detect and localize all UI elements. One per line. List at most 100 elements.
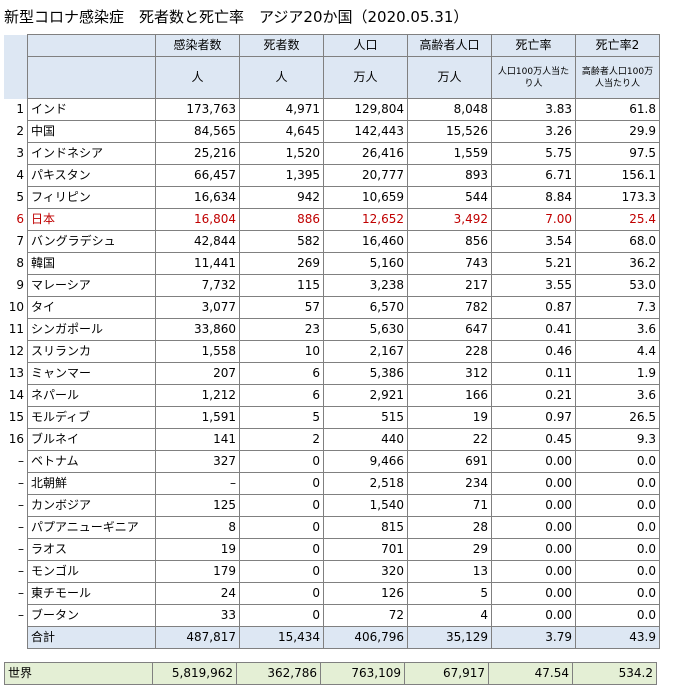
unit-population: 万人 [323, 56, 408, 99]
population-cell: 815 [323, 516, 408, 539]
death-rate2-cell: 7.3 [575, 296, 660, 319]
death-rate-cell: 0.45 [491, 428, 576, 451]
total-population: 406,796 [323, 626, 408, 649]
deaths-cell: 5 [239, 406, 324, 429]
total-no-cell [4, 627, 28, 649]
unit-cases: 人 [155, 56, 240, 99]
population-cell: 10,659 [323, 186, 408, 209]
elderly-cell: 19 [407, 406, 492, 429]
cases-cell: 33 [155, 604, 240, 627]
deaths-cell: 23 [239, 318, 324, 341]
cases-cell: 16,634 [155, 186, 240, 209]
header-death-rate2: 死亡率2 [575, 34, 660, 57]
table-row: 10 タイ 3,077 57 6,570 782 0.87 7.3 [4, 296, 660, 319]
deaths-cell: 942 [239, 186, 324, 209]
deaths-cell: 4,645 [239, 120, 324, 143]
death-rate-cell: 0.87 [491, 296, 576, 319]
cases-cell: – [155, 472, 240, 495]
row-number: 15 [8, 410, 24, 424]
unit-elderly: 万人 [407, 56, 492, 99]
cases-cell: 24 [155, 582, 240, 605]
header-elderly: 高齢者人口 [407, 34, 492, 57]
row-number: 6 [16, 212, 24, 226]
total-label: 合計 [27, 626, 156, 649]
table-row: – 北朝鮮 –0 2,518 234 0.00 0.0 [4, 472, 660, 495]
country-name: マレーシア [27, 274, 156, 297]
population-cell: 5,630 [323, 318, 408, 341]
table-row: – ブータン 33 0 72 4 0.00 0.0 [4, 604, 660, 627]
country-name: バングラデシュ [27, 230, 156, 253]
row-number: – [18, 454, 24, 468]
deaths-cell: 0 [239, 582, 324, 605]
elderly-cell: 691 [407, 450, 492, 473]
population-cell: 12,652 [323, 208, 408, 231]
table-row: 8 韓国 11,441 269 5,160 743 5.21 36.2 [4, 252, 660, 275]
death-rate2-cell: 97.5 [575, 142, 660, 165]
elderly-cell: 71 [407, 494, 492, 517]
total-death-rate: 3.79 [491, 626, 576, 649]
unit-deaths: 人 [239, 56, 324, 99]
elderly-cell: 4 [407, 604, 492, 627]
population-cell: 440 [323, 428, 408, 451]
table-row: 16 ブルネイ 141 2 440 22 0.45 9.3 [4, 428, 660, 451]
row-number: – [18, 542, 24, 556]
total-deaths: 15,434 [239, 626, 324, 649]
elderly-cell: 856 [407, 230, 492, 253]
table-row: – パプアニューギニア 8 0 815 28 0.00 0.0 [4, 516, 660, 539]
death-rate2-cell: 0.0 [575, 604, 660, 627]
population-cell: 126 [323, 582, 408, 605]
death-rate2-cell: 26.5 [575, 406, 660, 429]
deaths-cell: 4,971 [239, 98, 324, 121]
row-number: 7 [16, 234, 24, 248]
deaths-cell: 1,395 [239, 164, 324, 187]
population-cell: 5,386 [323, 362, 408, 385]
elderly-cell: 8,048 [407, 98, 492, 121]
table-row: 15 モルディブ 1,591 5 515 19 0.97 26.5 [4, 406, 660, 429]
elderly-cell: 234 [407, 472, 492, 495]
cases-cell: 207 [155, 362, 240, 385]
row-number: 2 [16, 124, 24, 138]
cases-cell: 125 [155, 494, 240, 517]
country-name: ブルネイ [27, 428, 156, 451]
total-elderly: 35,129 [407, 626, 492, 649]
death-rate-cell: 0.00 [491, 560, 576, 583]
cases-cell: 3,077 [155, 296, 240, 319]
death-rate-cell: 0.00 [491, 450, 576, 473]
world-elderly: 67,917 [404, 662, 489, 685]
death-rate2-cell: 0.0 [575, 494, 660, 517]
death-rate2-cell: 53.0 [575, 274, 660, 297]
death-rate-cell: 5.75 [491, 142, 576, 165]
death-rate-cell: 7.00 [491, 208, 576, 231]
deaths-cell: 886 [239, 208, 324, 231]
death-rate2-cell: 25.4 [575, 208, 660, 231]
elderly-cell: 22 [407, 428, 492, 451]
population-cell: 3,238 [323, 274, 408, 297]
total-row: 合計 487,817 15,434 406,796 35,129 3.79 43… [4, 626, 660, 649]
death-rate-cell: 5.21 [491, 252, 576, 275]
deaths-cell: 0 [239, 516, 324, 539]
elderly-cell: 544 [407, 186, 492, 209]
country-name: シンガポール [27, 318, 156, 341]
total-cases: 487,817 [155, 626, 240, 649]
death-rate2-cell: 0.0 [575, 538, 660, 561]
table-row: – モンゴル 179 0 320 13 0.00 0.0 [4, 560, 660, 583]
table-row: 14 ネパール 1,212 6 2,921 166 0.21 3.6 [4, 384, 660, 407]
death-rate-cell: 0.11 [491, 362, 576, 385]
death-rate2-cell: 9.3 [575, 428, 660, 451]
death-rate2-cell: 29.9 [575, 120, 660, 143]
death-rate-cell: 0.00 [491, 494, 576, 517]
death-rate-cell: 0.00 [491, 604, 576, 627]
death-rate-cell: 0.00 [491, 582, 576, 605]
table-row: 7 バングラデシュ 42,844 582 16,460 856 3.54 68.0 [4, 230, 660, 253]
population-cell: 2,921 [323, 384, 408, 407]
country-name: ミャンマー [27, 362, 156, 385]
death-rate2-cell: 0.0 [575, 450, 660, 473]
country-name: ブータン [27, 604, 156, 627]
death-rate-cell: 0.00 [491, 538, 576, 561]
world-population: 763,109 [320, 662, 405, 685]
deaths-cell: 0 [239, 604, 324, 627]
deaths-cell: 0 [239, 538, 324, 561]
country-name: カンボジア [27, 494, 156, 517]
death-rate-cell: 3.26 [491, 120, 576, 143]
elderly-cell: 647 [407, 318, 492, 341]
